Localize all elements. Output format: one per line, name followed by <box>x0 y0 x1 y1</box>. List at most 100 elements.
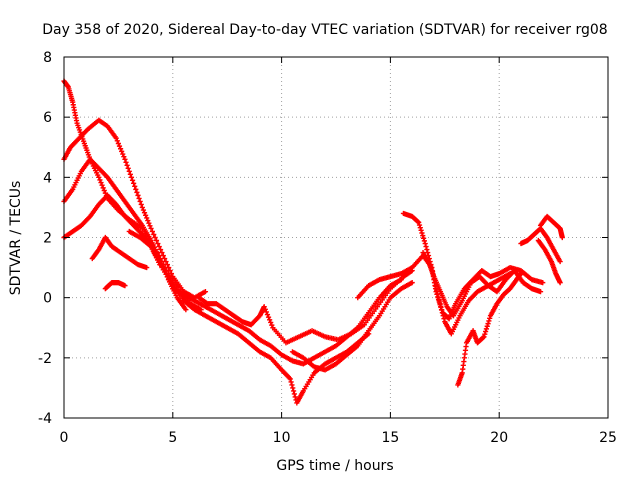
data-point <box>290 385 296 391</box>
data-point <box>143 212 149 218</box>
data-point <box>164 261 170 268</box>
data-point <box>202 289 209 295</box>
data-point <box>123 159 129 165</box>
data-point <box>162 255 168 262</box>
data-point <box>153 237 160 244</box>
data-point <box>288 379 294 385</box>
data-point <box>261 304 267 310</box>
series-arc-2 <box>61 117 209 301</box>
data-point <box>96 174 102 180</box>
data-point <box>435 294 441 300</box>
data-point <box>265 314 272 320</box>
series-arc-9 <box>196 267 415 346</box>
data-point <box>140 207 147 213</box>
data-point <box>151 249 157 255</box>
data-point <box>540 280 546 286</box>
series-arc-13 <box>420 249 544 319</box>
series-arc-10 <box>289 280 415 373</box>
data-point <box>151 231 157 238</box>
data-point <box>152 251 158 258</box>
data-point <box>292 394 298 400</box>
y-tick-label: 4 <box>43 170 52 186</box>
data-point <box>157 262 164 268</box>
data-point <box>518 271 524 277</box>
data-point <box>417 225 423 231</box>
data-point <box>441 316 447 322</box>
data-point <box>128 174 135 180</box>
data-point <box>98 179 104 186</box>
data-point <box>97 177 103 183</box>
data-point <box>114 138 120 144</box>
data-point <box>425 249 431 256</box>
data-point <box>145 217 151 224</box>
y-tick-label: 2 <box>43 231 52 247</box>
data-point <box>99 182 105 188</box>
axis-ticks <box>63 56 609 419</box>
series-arc-1 <box>61 78 204 313</box>
data-point <box>160 252 166 259</box>
data-point <box>139 204 145 211</box>
data-point <box>113 135 119 141</box>
data-point <box>116 143 123 149</box>
data-point <box>134 189 140 195</box>
data-point <box>416 219 422 226</box>
data-point <box>124 162 130 168</box>
data-point <box>127 171 133 177</box>
data-point <box>157 246 164 253</box>
data-point <box>126 168 132 174</box>
data-point <box>485 321 491 327</box>
data-point <box>483 328 489 335</box>
data-point <box>138 201 144 208</box>
data-point <box>416 222 423 228</box>
data-point <box>559 234 565 241</box>
data-point <box>137 198 143 204</box>
data-point <box>557 258 563 265</box>
x-tick-label: 20 <box>490 430 508 446</box>
data-point <box>420 235 427 241</box>
series-arc-17 <box>535 237 563 286</box>
y-tick-label: 0 <box>43 291 52 307</box>
data-point <box>168 271 175 277</box>
chart-title: Day 358 of 2020, Sidereal Day-to-day VTE… <box>42 22 607 38</box>
x-tick-labels: 0 5 10 15 20 25 <box>60 430 617 446</box>
data-point <box>155 257 161 263</box>
data-point <box>420 233 426 239</box>
data-point <box>121 154 127 160</box>
data-point <box>163 258 169 265</box>
data-point <box>120 151 126 157</box>
data-point <box>481 334 487 340</box>
data-point <box>115 140 121 147</box>
data-point <box>267 317 273 323</box>
data-point <box>557 280 563 286</box>
series-arc-8 <box>170 277 404 367</box>
data-point <box>146 220 152 226</box>
data-point <box>423 243 429 250</box>
data-point <box>483 326 490 332</box>
data-point <box>156 243 162 250</box>
data-point <box>436 299 442 305</box>
data-point <box>537 289 544 295</box>
data-point <box>438 304 444 311</box>
data-point <box>147 223 153 229</box>
data-point <box>132 183 138 189</box>
series-arc-16 <box>537 213 565 241</box>
data-point <box>419 230 425 236</box>
y-tick-label: -4 <box>38 411 52 427</box>
data-point <box>144 215 150 221</box>
data-points <box>61 78 565 406</box>
series-arc-14 <box>455 271 524 388</box>
x-tick-label: 5 <box>168 430 177 446</box>
data-point <box>486 318 492 324</box>
data-point <box>141 210 148 216</box>
data-point <box>422 240 428 247</box>
data-point <box>183 307 189 313</box>
y-tick-label: -2 <box>38 351 52 367</box>
series-arc-3 <box>61 156 189 313</box>
data-point <box>418 227 424 233</box>
data-point <box>144 264 150 271</box>
data-point <box>437 302 443 308</box>
data-point <box>149 228 155 235</box>
x-tick-label: 10 <box>273 430 291 446</box>
data-point <box>159 249 165 256</box>
data-point <box>268 319 274 326</box>
